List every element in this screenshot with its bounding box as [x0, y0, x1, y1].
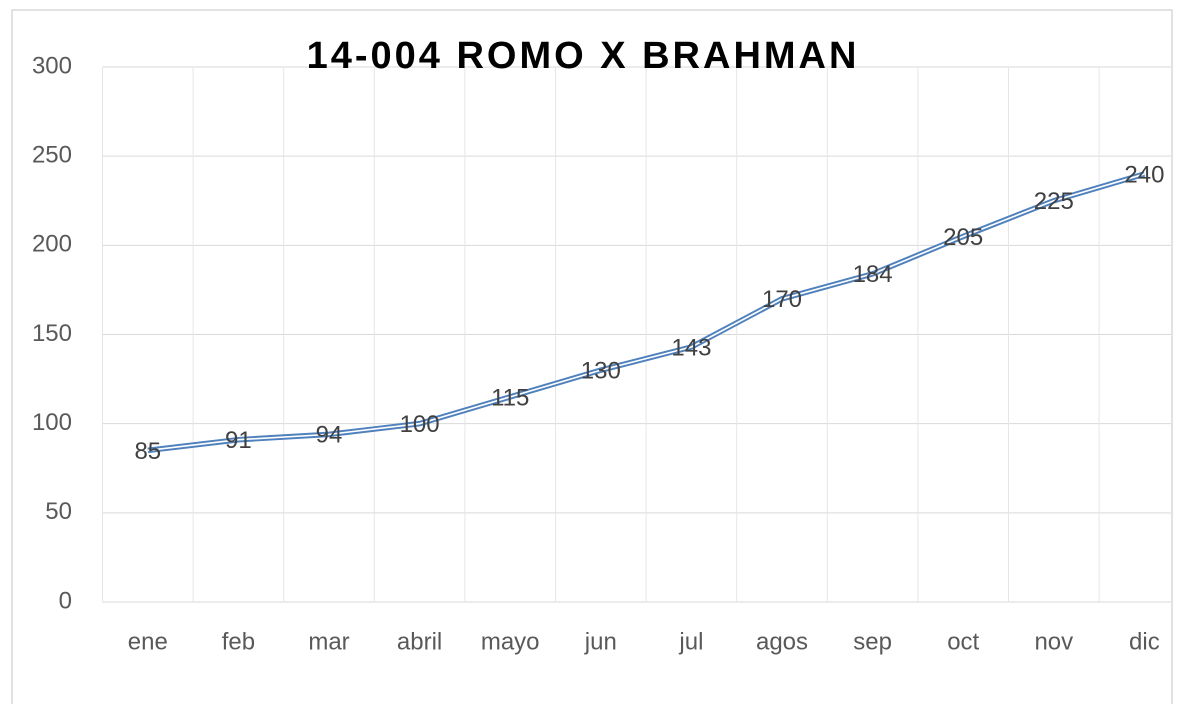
x-tick-label: dic	[1129, 628, 1160, 655]
y-tick-label: 300	[32, 52, 72, 79]
data-label: 184	[853, 261, 893, 288]
x-tick-label: jun	[584, 628, 617, 655]
y-tick-label: 150	[32, 320, 72, 347]
data-label: 205	[943, 224, 983, 251]
data-label: 115	[491, 384, 529, 411]
x-tick-label: mar	[308, 628, 349, 655]
data-label: 85	[134, 438, 161, 465]
data-label: 225	[1034, 188, 1074, 215]
data-label: 100	[400, 411, 440, 438]
data-label: 91	[225, 427, 252, 454]
x-tick-label: nov	[1034, 628, 1073, 655]
y-tick-label: 200	[32, 231, 72, 258]
chart-frame	[11, 9, 1173, 704]
grid	[102, 66, 1171, 603]
x-tick-label: mayo	[481, 628, 540, 655]
data-label: 130	[581, 358, 621, 385]
series-line-inner	[147, 173, 1145, 452]
plot: 85 91 94 100 115 130 143 170 184 205 225 240	[134, 161, 1164, 464]
x-tick-label: jul	[678, 628, 703, 655]
y-tick-label: 50	[45, 498, 72, 525]
y-tick-label: 250	[32, 142, 72, 169]
x-tick-label: feb	[222, 628, 255, 655]
data-label: 94	[316, 422, 343, 449]
x-tick-label: abril	[397, 628, 442, 655]
x-tick-label: oct	[947, 628, 979, 655]
x-tick-label: ene	[128, 628, 168, 655]
y-tick-label: 100	[32, 409, 72, 436]
data-label: 240	[1124, 161, 1164, 188]
x-tick-label: sep	[853, 628, 892, 655]
chart-title: 14-004 ROMO X BRAHMAN	[307, 35, 860, 77]
data-label: 143	[671, 334, 711, 361]
y-tick-label: 0	[59, 587, 72, 614]
data-label: 170	[762, 286, 802, 313]
x-tick-label: agos	[756, 628, 808, 655]
